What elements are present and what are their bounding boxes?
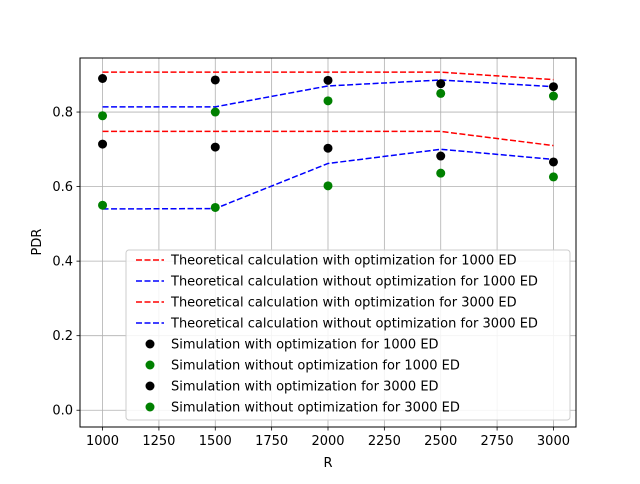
- legend-marker-swatch: [145, 339, 155, 349]
- data-point: [210, 202, 220, 212]
- data-point: [98, 74, 108, 83]
- data-point: [548, 91, 558, 101]
- x-tick-label: 2000: [311, 434, 344, 449]
- x-tick-label: 1750: [255, 434, 288, 449]
- series-line: [102, 130, 554, 147]
- ticks: 1000 1250 1500 1750 2000 2250 2500 2750 3000 0.0 0…: [52, 106, 570, 449]
- x-tick-label: 1500: [199, 434, 232, 449]
- legend-label: Simulation with optimization for 1000 ED: [171, 338, 439, 353]
- series-line: [102, 79, 554, 108]
- legend-label: Simulation with optimization for 3000 ED: [171, 380, 439, 395]
- legend-entry: Theoretical calculation with optimizatio…: [136, 296, 517, 311]
- legend-entry: Theoretical calculation without optimiza…: [136, 317, 538, 332]
- legend-box: [125, 249, 571, 421]
- legend-label: Theoretical calculation without optimiza…: [170, 275, 538, 290]
- data-point: [323, 181, 333, 191]
- x-axis-label: R: [323, 456, 332, 471]
- data-point: [548, 172, 558, 182]
- data-point: [323, 75, 333, 85]
- series-line: [102, 71, 554, 81]
- y-tick-label: 0.4: [52, 255, 73, 270]
- series-4: [102, 148, 554, 210]
- data-point: [548, 157, 558, 167]
- legend-marker-swatch: [145, 402, 155, 412]
- y-tick-label: 0.8: [52, 106, 73, 121]
- data-point: [436, 79, 446, 89]
- legend-entry: Simulation with optimization for 3000 ED: [145, 380, 439, 395]
- x-tick-label: 1000: [86, 434, 119, 449]
- legend-entry: Simulation without optimization for 1000…: [145, 359, 460, 374]
- series-line: [102, 148, 554, 210]
- data-point: [98, 200, 108, 210]
- legend-label: Theoretical calculation with optimizatio…: [170, 254, 517, 269]
- legend-marker-swatch: [145, 381, 155, 391]
- x-tick-label: 1250: [142, 434, 175, 449]
- series-6: [98, 88, 558, 121]
- x-tick-label: 2500: [424, 434, 457, 449]
- legend-label: Theoretical calculation without optimiza…: [170, 317, 538, 332]
- y-axis-label: PDR: [30, 229, 45, 256]
- legend: Theoretical calculation with optimizatio…: [125, 249, 571, 421]
- data-point: [210, 75, 220, 85]
- series-5: [98, 74, 558, 92]
- data-point: [548, 82, 558, 92]
- legend-entry: Simulation with optimization for 1000 ED: [145, 338, 439, 353]
- data-point: [210, 107, 220, 117]
- series-layer: [98, 71, 558, 212]
- data-point: [98, 111, 108, 121]
- y-tick-label: 0.2: [52, 329, 73, 344]
- x-tick-label: 3000: [537, 434, 570, 449]
- x-tick-label: 2250: [368, 434, 401, 449]
- series-8: [98, 168, 558, 212]
- data-point: [436, 88, 446, 98]
- y-tick-label: 0.6: [52, 180, 73, 195]
- series-3: [102, 130, 554, 147]
- data-point: [436, 151, 446, 161]
- y-tick-label: 0.0: [52, 404, 73, 419]
- series-7: [98, 139, 558, 167]
- legend-marker-swatch: [145, 360, 155, 370]
- legend-label: Simulation without optimization for 1000…: [171, 359, 460, 374]
- legend-label: Simulation without optimization for 3000…: [171, 401, 460, 416]
- data-point: [323, 96, 333, 106]
- data-point: [210, 142, 220, 152]
- legend-label: Theoretical calculation with optimizatio…: [170, 296, 517, 311]
- data-point: [98, 139, 108, 149]
- series-1: [102, 71, 554, 81]
- legend-entry: Theoretical calculation with optimizatio…: [136, 254, 517, 269]
- legend-entry: Theoretical calculation without optimiza…: [136, 275, 538, 290]
- legend-entry: Simulation without optimization for 3000…: [145, 401, 460, 416]
- data-point: [436, 168, 446, 178]
- series-2: [102, 79, 554, 108]
- x-tick-label: 2750: [481, 434, 514, 449]
- data-point: [323, 143, 333, 153]
